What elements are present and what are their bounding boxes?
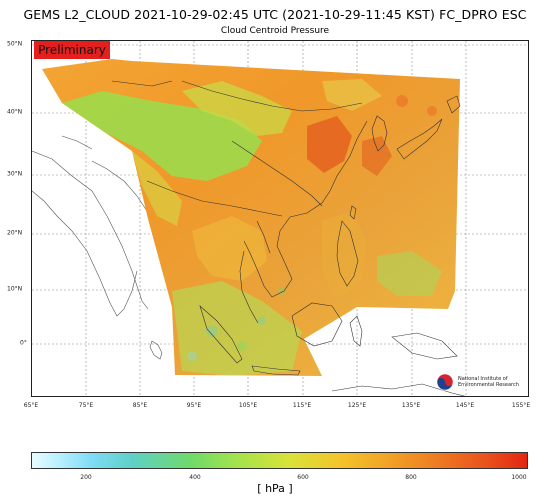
- lon-tick-label: 135°E: [401, 402, 421, 409]
- map-canvas: [32, 41, 528, 396]
- lon-tick-label: 115°E: [292, 402, 312, 409]
- lon-tick-label: 85°E: [132, 402, 148, 409]
- colorbar-tick-label: 800: [405, 474, 417, 481]
- map-subtitle: Cloud Centroid Pressure: [220, 26, 330, 36]
- lat-tick-label: 30°N: [7, 170, 23, 178]
- logo-line-2: Environmental Research: [458, 382, 519, 388]
- lon-tick-label: 145°E: [455, 402, 475, 409]
- cloud-pressure-swath: [42, 59, 460, 376]
- lat-tick-label: 10°N: [7, 285, 23, 293]
- lat-tick-label: 40°N: [7, 108, 23, 116]
- lon-tick-label: 75°E: [78, 402, 94, 409]
- taegeuk-icon: [436, 373, 454, 391]
- logo-text: National Institute of Environmental Rese…: [458, 376, 519, 388]
- colorbar: [31, 452, 528, 469]
- colorbar-tick-label: 400: [189, 474, 201, 481]
- lon-tick-label: 65°E: [23, 402, 39, 409]
- lat-tick-label: 50°N: [7, 40, 23, 48]
- lon-tick-label: 125°E: [347, 402, 367, 409]
- preliminary-badge: Preliminary: [34, 41, 110, 59]
- logo-line-1: National Institute of: [458, 376, 508, 382]
- coastlines-background: [32, 135, 163, 360]
- lat-tick-label: 0°: [20, 339, 27, 347]
- nier-logo: National Institute of Environmental Rese…: [436, 373, 528, 395]
- lat-tick-label: 20°N: [7, 229, 23, 237]
- lon-tick-label: 155°E: [511, 402, 531, 409]
- colorbar-tick-label: 200: [80, 474, 92, 481]
- map-frame: [31, 40, 529, 397]
- lon-tick-label: 95°E: [186, 402, 202, 409]
- coastlines: [111, 80, 461, 376]
- colorbar-tick-label: 600: [297, 474, 309, 481]
- map-title: GEMS L2_CLOUD 2021-10-29-02:45 UTC (2021…: [23, 7, 527, 22]
- lon-tick-label: 105°E: [238, 402, 258, 409]
- colorbar-tick-label: 1000: [511, 474, 527, 481]
- colorbar-unit: [ hPa ]: [257, 482, 293, 495]
